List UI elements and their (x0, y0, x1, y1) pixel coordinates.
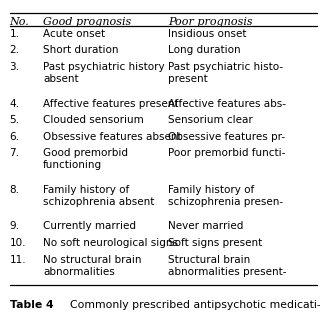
Text: Obsessive features pr-: Obsessive features pr- (168, 132, 285, 142)
Text: Poor premorbid functi-: Poor premorbid functi- (168, 148, 285, 158)
Text: Clouded sensorium: Clouded sensorium (43, 115, 144, 125)
Text: Structural brain
abnormalities present-: Structural brain abnormalities present- (168, 255, 286, 277)
Text: 11.: 11. (10, 255, 26, 265)
Text: Family history of
schizophrenia presen-: Family history of schizophrenia presen- (168, 185, 283, 207)
Text: Family history of
schizophrenia absent: Family history of schizophrenia absent (43, 185, 155, 207)
Text: 5.: 5. (10, 115, 20, 125)
Text: Insidious onset: Insidious onset (168, 29, 246, 39)
Text: Table 4: Table 4 (10, 300, 53, 310)
Text: 1.: 1. (10, 29, 20, 39)
Text: Acute onset: Acute onset (43, 29, 105, 39)
Text: Good premorbid
functioning: Good premorbid functioning (43, 148, 128, 171)
Text: Sensorium clear: Sensorium clear (168, 115, 253, 125)
Text: Poor prognosis: Poor prognosis (168, 17, 252, 27)
Text: Currently married: Currently married (43, 221, 136, 231)
Text: 7.: 7. (10, 148, 20, 158)
Text: Soft signs present: Soft signs present (168, 238, 262, 248)
Text: Good prognosis: Good prognosis (43, 17, 132, 27)
Text: Obsessive features absent: Obsessive features absent (43, 132, 182, 142)
Text: 4.: 4. (10, 99, 20, 108)
Text: Commonly prescribed antipsychotic medicati-: Commonly prescribed antipsychotic medica… (56, 300, 320, 310)
Text: No.: No. (10, 17, 29, 27)
Text: 2.: 2. (10, 45, 20, 55)
Text: Long duration: Long duration (168, 45, 241, 55)
Text: 9.: 9. (10, 221, 20, 231)
Text: 8.: 8. (10, 185, 20, 195)
Text: Affective features present: Affective features present (43, 99, 179, 108)
Text: No soft neurological signs: No soft neurological signs (43, 238, 178, 248)
Text: Short duration: Short duration (43, 45, 119, 55)
Text: 3.: 3. (10, 62, 20, 72)
Text: No structural brain
abnormalities: No structural brain abnormalities (43, 255, 142, 277)
Text: 6.: 6. (10, 132, 20, 142)
Text: Never married: Never married (168, 221, 244, 231)
Text: Affective features abs-: Affective features abs- (168, 99, 286, 108)
Text: Past psychiatric histo-
present: Past psychiatric histo- present (168, 62, 283, 84)
Text: Past psychiatric history
absent: Past psychiatric history absent (43, 62, 165, 84)
Text: 10.: 10. (10, 238, 26, 248)
